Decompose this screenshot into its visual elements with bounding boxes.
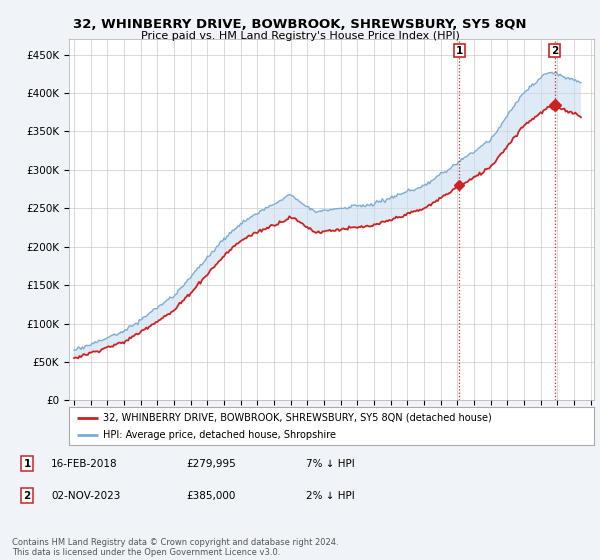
Text: HPI: Average price, detached house, Shropshire: HPI: Average price, detached house, Shro… — [103, 430, 336, 440]
Text: 32, WHINBERRY DRIVE, BOWBROOK, SHREWSBURY, SY5 8QN (detached house): 32, WHINBERRY DRIVE, BOWBROOK, SHREWSBUR… — [103, 413, 492, 423]
Text: 32, WHINBERRY DRIVE, BOWBROOK, SHREWSBURY, SY5 8QN: 32, WHINBERRY DRIVE, BOWBROOK, SHREWSBUR… — [73, 18, 527, 31]
Text: £279,995: £279,995 — [186, 459, 236, 469]
Text: 2: 2 — [551, 46, 558, 56]
Text: 7% ↓ HPI: 7% ↓ HPI — [306, 459, 355, 469]
Text: 2% ↓ HPI: 2% ↓ HPI — [306, 491, 355, 501]
Text: £385,000: £385,000 — [186, 491, 235, 501]
Text: 02-NOV-2023: 02-NOV-2023 — [51, 491, 121, 501]
Text: Contains HM Land Registry data © Crown copyright and database right 2024.
This d: Contains HM Land Registry data © Crown c… — [12, 538, 338, 557]
Text: 2: 2 — [23, 491, 31, 501]
Text: 1: 1 — [456, 46, 463, 56]
Text: 16-FEB-2018: 16-FEB-2018 — [51, 459, 118, 469]
Text: Price paid vs. HM Land Registry's House Price Index (HPI): Price paid vs. HM Land Registry's House … — [140, 31, 460, 41]
Text: 1: 1 — [23, 459, 31, 469]
